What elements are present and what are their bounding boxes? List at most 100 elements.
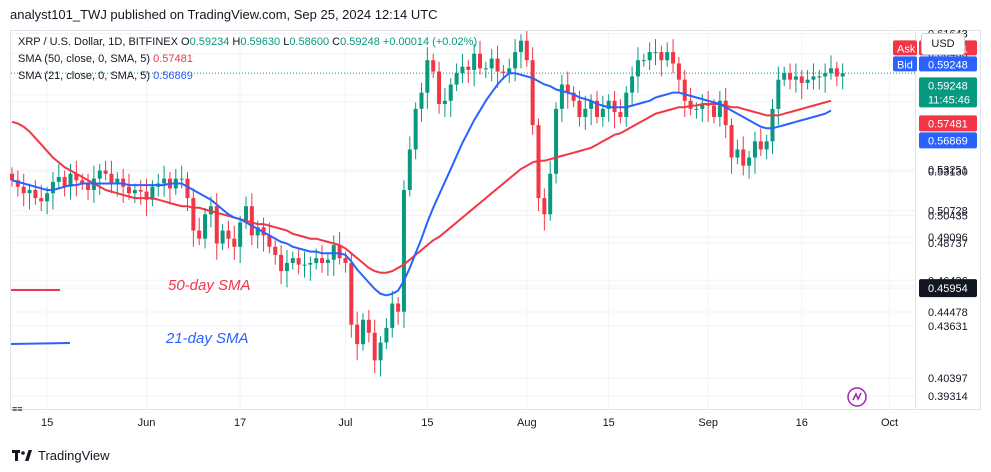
x-tick-label-1: Jun [138,417,156,429]
pane-handle-icon: ≡≡ [12,404,23,414]
legend-change: +0.00014 (+0.02%) [382,36,478,48]
candle-129 [764,134,769,160]
candle-70 [419,82,424,122]
candle-1 [15,170,20,197]
tradingview-brand: TradingView [38,448,110,463]
candle-74 [442,87,447,117]
tradingview-logo-icon [12,449,32,461]
candle-141 [834,61,839,87]
y-tick-label-13: 0.44478 [928,307,968,319]
candle-19 [121,168,126,203]
candle-138 [817,69,822,90]
candle-112 [665,42,670,67]
candle-47 [284,250,289,288]
candle-87 [518,34,523,69]
bid-price: 0.59248 [928,59,968,71]
candle-89 [530,47,535,135]
candle-111 [659,45,664,77]
candle-106 [630,66,635,106]
candle-44 [267,222,272,254]
candle-4 [33,180,38,205]
chart-legend: XRP / U.S. Dollar, 1D, BITFINEX O0.59234… [18,34,477,85]
candle-93 [554,102,559,184]
tradingview-logo[interactable]: TradingView [12,448,110,463]
candle-98 [583,95,588,130]
footer: TradingView [0,440,991,472]
candle-68 [407,136,412,197]
candle-139 [823,63,828,93]
price-tags: Ask0.59251Bid0.592480.5924811:45:460.574… [893,40,977,149]
currency-button[interactable]: USD [921,33,965,55]
price-axis[interactable] [916,30,981,410]
candle-122 [723,87,728,139]
x-tick-label-5: Aug [517,417,537,429]
candle-27 [167,172,172,205]
legend-sma50-value: 0.57481 [153,53,193,65]
candle-92 [548,160,553,221]
candle-43 [261,217,266,252]
x-tick-label-9: Oct [881,417,898,429]
candle-62 [372,319,377,374]
candle-108 [641,53,646,67]
candle-113 [671,39,676,74]
legend-low: 0.58600 [289,36,330,48]
candle-132 [782,66,787,87]
candle-51 [308,256,313,281]
candle-90 [536,118,541,212]
candle-6 [45,186,50,215]
candle-65 [390,290,395,338]
candle-75 [448,78,453,117]
candle-20 [127,173,131,200]
candle-5 [39,185,44,212]
publish-header: analyst101_TWJ published on TradingView.… [10,7,438,22]
candle-72 [431,53,436,79]
candle-31 [191,188,196,247]
legend-o-label: O [181,36,190,48]
candle-94 [559,74,564,122]
candle-53 [320,245,325,273]
candle-49 [296,248,301,275]
last-price-bg [919,77,977,108]
x-axis-ticks: 15 Jun 17 Jul 15 Aug 15 Sep 16 Oct [41,417,898,429]
legend-sma50-row: SMA (50, close, 0, SMA, 5) 0.57481 [18,51,477,68]
candle-32 [197,217,202,246]
legend-sma21-row: SMA (21, close, 0, SMA, 5) 0.56869 [18,68,477,85]
candle-137 [811,63,816,90]
legend-high: 0.59630 [240,36,281,48]
x-tick-label-4: 15 [421,417,433,429]
candle-11 [74,160,79,197]
candle-67 [401,180,406,328]
sma21-legend-line [10,342,71,345]
candle-142 [840,63,845,90]
candle-42 [255,220,260,249]
candle-83 [495,45,500,88]
candle-58 [349,253,354,338]
candle-78 [466,60,471,83]
chart-pane[interactable] [10,30,916,410]
candle-17 [109,160,114,194]
x-tick-label-7: Sep [698,417,718,429]
candle-13 [86,173,91,200]
candle-91 [542,188,547,231]
indicator-icon[interactable] [847,387,867,407]
sma-lines [11,72,832,297]
y-tick-label-7: 0.50435 [928,210,968,222]
candle-54 [325,253,330,276]
candle-77 [460,53,465,83]
candle-26 [162,165,167,197]
candle-99 [589,94,594,126]
sma50-line [11,99,832,274]
bid-label: Bid [897,59,913,71]
sma50-annotation: 50-day SMA [168,277,251,294]
sma21-tag: 0.56869 [928,135,968,147]
candle-16 [103,160,108,181]
candle-22 [138,180,143,205]
candle-2 [21,173,26,207]
y-tick-label-4: 0.53251 [928,165,968,177]
candle-41 [249,193,254,246]
candle-56 [337,232,342,265]
candle-73 [437,61,442,114]
candle-15 [97,164,102,195]
candle-126 [747,151,752,179]
